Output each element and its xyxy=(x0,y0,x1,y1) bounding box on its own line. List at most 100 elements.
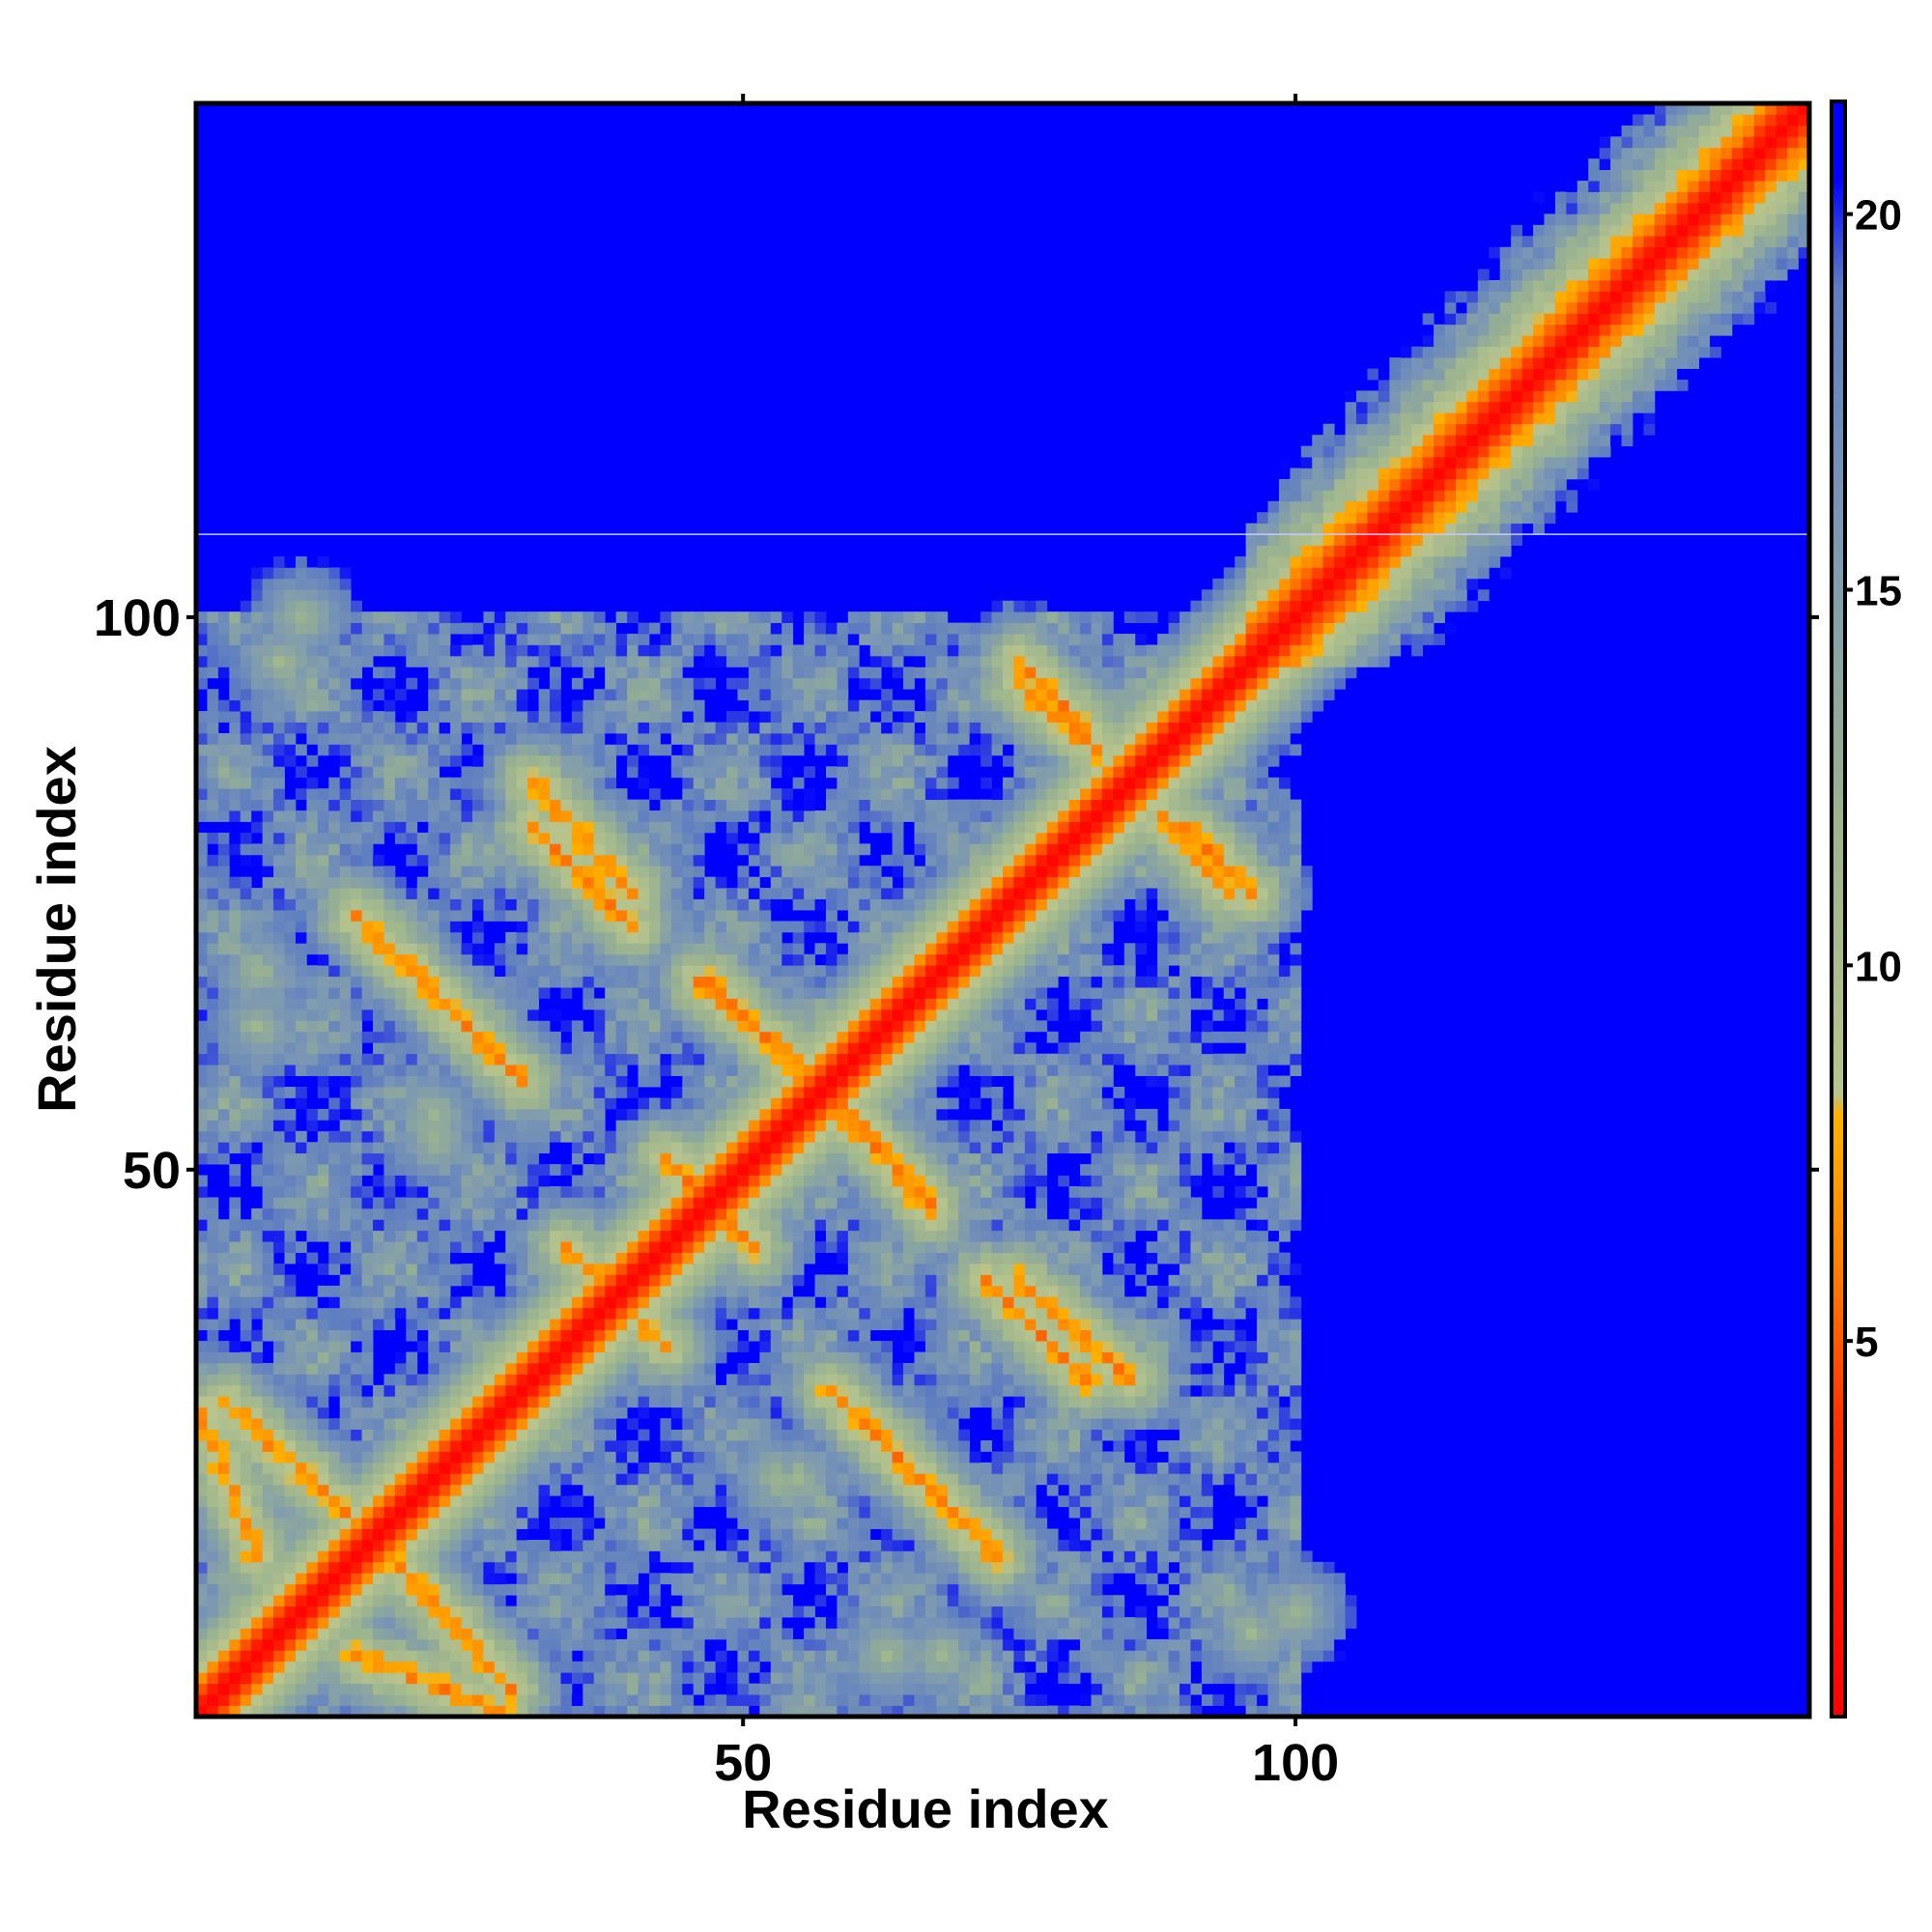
heatmap-cell xyxy=(517,1451,528,1463)
heatmap-cell xyxy=(649,1363,661,1375)
heatmap-cell xyxy=(505,1042,517,1054)
heatmap-cell xyxy=(296,1540,307,1551)
heatmap-cell xyxy=(726,1573,738,1584)
heatmap-cell xyxy=(428,1131,440,1143)
heatmap-cell xyxy=(660,1573,671,1584)
heatmap-cell xyxy=(639,943,650,954)
heatmap-cell xyxy=(594,1418,606,1430)
heatmap-cell xyxy=(527,1241,539,1253)
heatmap-cell xyxy=(716,943,727,954)
heatmap-cell xyxy=(362,1341,374,1352)
heatmap-cell xyxy=(616,1617,628,1629)
heatmap-cell xyxy=(428,1407,440,1419)
heatmap-cell xyxy=(560,1650,572,1662)
heatmap-cell xyxy=(273,1319,285,1330)
heatmap-cell xyxy=(527,1330,539,1342)
heatmap-cell xyxy=(737,1109,749,1121)
heatmap-cell xyxy=(462,1032,473,1043)
heatmap-cell xyxy=(771,1440,782,1452)
heatmap-cell xyxy=(273,1153,285,1165)
heatmap-cell xyxy=(771,1076,782,1088)
heatmap-cell xyxy=(428,1606,440,1618)
heatmap-cell xyxy=(505,1352,517,1364)
heatmap-cell xyxy=(417,634,429,645)
heatmap-cell xyxy=(318,1639,329,1651)
heatmap-cell xyxy=(649,1662,661,1673)
heatmap-cell xyxy=(306,965,318,977)
heatmap-cell xyxy=(527,1264,539,1275)
heatmap-cell xyxy=(384,1430,395,1441)
heatmap-cell xyxy=(716,778,727,789)
heatmap-cell xyxy=(417,977,429,988)
heatmap-cell xyxy=(759,800,771,811)
heatmap-cell xyxy=(517,611,528,623)
heatmap-cell xyxy=(285,1694,297,1706)
heatmap-cell xyxy=(749,1485,760,1496)
heatmap-cell xyxy=(273,1308,285,1320)
heatmap-cell xyxy=(759,1562,771,1574)
heatmap-cell xyxy=(517,1308,528,1320)
heatmap-cell xyxy=(296,601,307,612)
heatmap-cell xyxy=(660,1330,671,1342)
heatmap-cell xyxy=(517,1550,528,1562)
heatmap-cell xyxy=(296,1241,307,1253)
heatmap-cell xyxy=(207,611,218,623)
heatmap-cell xyxy=(737,1495,749,1507)
heatmap-cell xyxy=(428,1440,440,1452)
heatmap-cell xyxy=(682,1319,694,1330)
heatmap-cell xyxy=(726,1274,738,1286)
heatmap-cell xyxy=(505,1606,517,1618)
heatmap-cell xyxy=(229,888,241,899)
heatmap-cell xyxy=(704,977,716,988)
heatmap-cell xyxy=(462,810,473,822)
heatmap-cell xyxy=(616,700,628,712)
heatmap-cell xyxy=(251,1584,263,1596)
heatmap-cell xyxy=(539,866,551,877)
heatmap-cell xyxy=(737,1142,749,1153)
heatmap-cell xyxy=(417,1186,429,1198)
heatmap-cell xyxy=(539,800,551,811)
heatmap-cell xyxy=(560,1264,572,1275)
heatmap-cell xyxy=(616,1330,628,1342)
heatmap-cell xyxy=(572,943,583,954)
heatmap-cell xyxy=(639,711,650,723)
heatmap-cell xyxy=(263,954,274,966)
heatmap-cell xyxy=(527,910,539,922)
heatmap-cell xyxy=(649,1208,661,1220)
heatmap-cell xyxy=(285,1606,297,1618)
heatmap-cell xyxy=(462,877,473,889)
heatmap-cell xyxy=(285,1473,297,1485)
heatmap-cell xyxy=(462,1440,473,1452)
heatmap-cell xyxy=(384,744,395,755)
heatmap-cell xyxy=(726,1540,738,1551)
heatmap-cell xyxy=(417,1694,429,1706)
heatmap-cell xyxy=(273,611,285,623)
heatmap-cell xyxy=(351,1407,362,1419)
heatmap-cell xyxy=(539,821,551,833)
heatmap-cell xyxy=(560,1330,572,1342)
heatmap-cell xyxy=(207,910,218,922)
heatmap-cell xyxy=(483,1540,495,1551)
heatmap-cell xyxy=(296,788,307,800)
heatmap-cell xyxy=(351,866,362,877)
heatmap-cell xyxy=(440,1529,451,1541)
heatmap-cell xyxy=(318,1396,329,1407)
heatmap-cell xyxy=(273,744,285,755)
heatmap-cell xyxy=(582,987,594,999)
heatmap-cell xyxy=(273,1550,285,1562)
heatmap-cell xyxy=(384,1374,395,1385)
heatmap-cell xyxy=(594,1176,606,1187)
heatmap-cell xyxy=(694,1617,705,1629)
heatmap-cell xyxy=(406,1142,417,1153)
heatmap-cell xyxy=(517,1418,528,1430)
heatmap-cell xyxy=(737,1440,749,1452)
heatmap-cell xyxy=(483,910,495,922)
heatmap-cell xyxy=(462,689,473,700)
heatmap-cell xyxy=(273,1363,285,1375)
heatmap-cell xyxy=(639,1020,650,1032)
heatmap-cell xyxy=(726,1296,738,1308)
heatmap-cell xyxy=(340,1186,352,1198)
heatmap-cell xyxy=(318,667,329,678)
heatmap-cell xyxy=(472,755,484,767)
heatmap-cell xyxy=(737,843,749,855)
